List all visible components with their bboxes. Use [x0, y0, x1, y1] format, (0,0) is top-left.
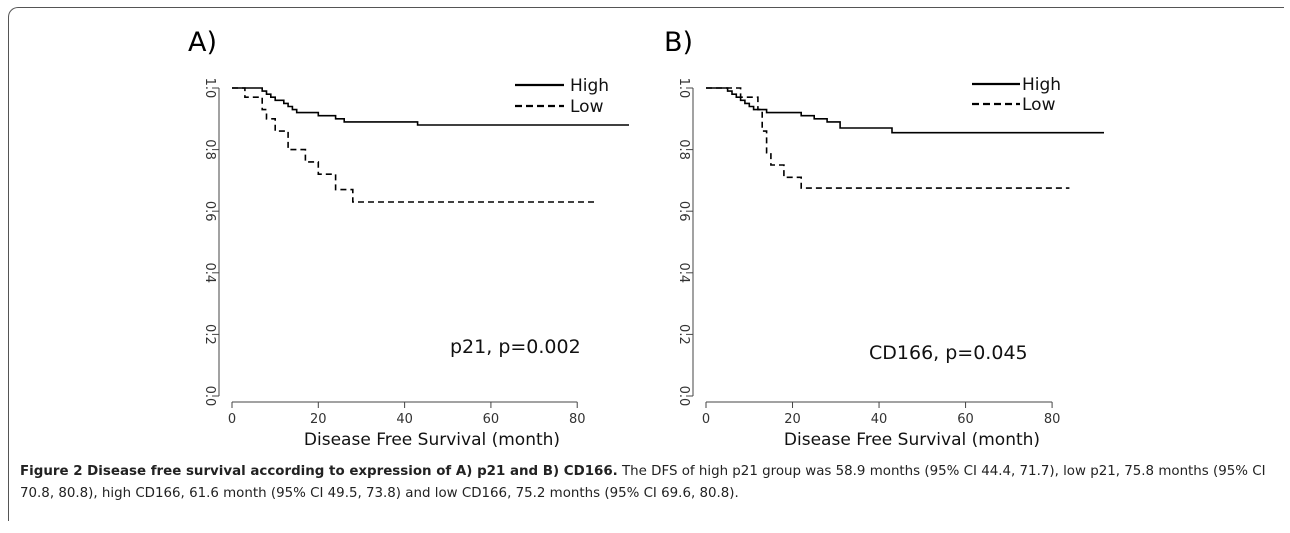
panel-b-x-tick-label: 80 [1044, 412, 1061, 427]
panel-b-label: B) [664, 27, 693, 58]
panel-a-x-tick-label: 40 [396, 412, 413, 427]
panel-b-y-tick-label: 1.0 [676, 78, 691, 99]
panel-a-legend: High Low [515, 76, 609, 117]
panel-a-series-low [232, 87, 595, 203]
panel-b-y-tick-label: 0.2 [676, 324, 691, 345]
panel-b-x-tick-label: 20 [784, 412, 801, 427]
panel-b-x-tick-label: 60 [957, 412, 974, 427]
panel-b-annotation: CD166, p=0.045 [869, 342, 1028, 364]
panel-a-y-tick-label: 0.4 [202, 262, 217, 283]
panel-b-legend-low: Low [1022, 95, 1056, 115]
panel-a-legend-low: Low [570, 97, 604, 117]
panel-b-y-tick-label: 0.4 [676, 262, 691, 283]
panel-a-xlabel: Disease Free Survival (month) [304, 430, 560, 450]
panel-a-series-high [232, 87, 629, 126]
panel-a-plot: 0.0 0.2 0.4 0.6 0.8 1.0 0 20 40 60 80 [202, 78, 629, 427]
panel-b-plot: 0.0 0.2 0.4 0.6 0.8 1.0 0 20 40 60 80 [676, 78, 1104, 427]
panel-a-y-tick-label: 0.0 [202, 386, 217, 407]
panel-a-x-tick-label: 20 [310, 412, 327, 427]
figure-charts: A) 0.0 0.2 0.4 0.6 0.8 1.0 0 20 40 60 80 Disease F… [188, 27, 1104, 450]
panel-b-y-tick-label: 0.6 [676, 201, 691, 222]
figure-frame [8, 7, 1284, 521]
figure-caption: Figure 2 Disease free survival according… [20, 461, 1282, 505]
caption-title: Figure 2 Disease free survival according… [20, 464, 618, 479]
panel-a-label: A) [188, 27, 217, 58]
panel-a-y-tick-label: 0.2 [202, 324, 217, 345]
panel-b-x-tick-label: 40 [871, 412, 888, 427]
panel-a-legend-high: High [570, 76, 609, 96]
panel-b-x-tick-label: 0 [702, 412, 710, 427]
caption-body: The DFS of high p21 group was 58.9 month… [20, 464, 1266, 501]
panel-b-y-tick-label: 0.0 [676, 386, 691, 407]
panel-b-legend-high: High [1022, 75, 1061, 95]
panel-a-y-tick-label: 0.8 [202, 139, 217, 160]
panel-a-x-tick-label: 60 [483, 412, 500, 427]
panel-b-legend: High Low [972, 75, 1061, 115]
panel-b: B) 0.0 0.2 0.4 0.6 0.8 1.0 0 20 40 60 80 Disease F… [664, 27, 1104, 450]
panel-b-series-low [706, 87, 1070, 189]
panel-a: A) 0.0 0.2 0.4 0.6 0.8 1.0 0 20 40 60 80 Disease F… [188, 27, 629, 450]
panel-a-x-tick-label: 80 [569, 412, 586, 427]
panel-b-xlabel: Disease Free Survival (month) [784, 430, 1040, 450]
panel-b-series-high [706, 87, 1104, 134]
panel-b-y-tick-label: 0.8 [676, 139, 691, 160]
panel-a-annotation: p21, p=0.002 [450, 336, 581, 358]
panel-a-y-tick-label: 1.0 [202, 78, 217, 99]
panel-a-y-tick-label: 0.6 [202, 201, 217, 222]
panel-a-x-tick-label: 0 [228, 412, 236, 427]
